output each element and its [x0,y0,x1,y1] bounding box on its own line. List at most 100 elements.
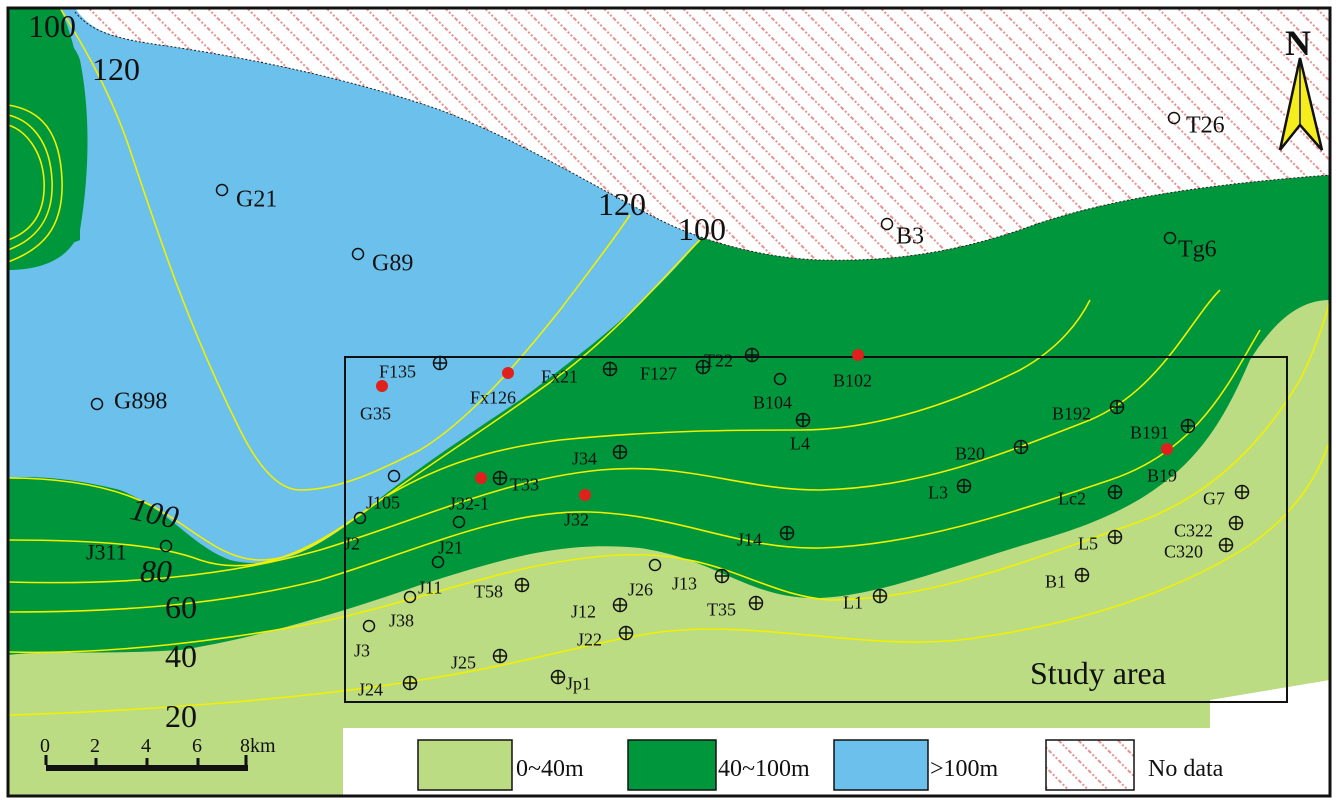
well-g7: G7 [1203,484,1250,508]
well-label: G35 [360,403,391,423]
well-label: J311 [86,540,127,565]
well-label: C322 [1174,520,1213,540]
well-j26: J26 [628,558,662,599]
well-c322: C322 [1174,515,1244,540]
well-marker-circle [880,217,894,231]
well-marker-cross [873,589,887,603]
well-g35: G35 [360,380,391,423]
well-lc2: Lc2 [1058,484,1123,508]
well-b3: B3 [880,217,924,249]
well-l4: L4 [790,412,811,453]
well-marker-cross [613,598,627,612]
well-f135: F135 [379,355,448,381]
well-j105: J105 [366,469,401,512]
well-l5: L5 [1078,529,1123,553]
well-label: G89 [372,250,413,276]
well-jp1: Jp1 [550,669,591,693]
contour-label-80: 80 [140,553,172,589]
well-label: J24 [358,679,383,699]
well-j24: J24 [358,675,418,699]
study-area-box [344,356,1288,703]
well-marker-cross [796,413,810,427]
well-j21: J21 [438,515,466,557]
legend-swatch-no-data [1045,739,1135,791]
contour-label-40: 40 [165,638,197,674]
scale-label-8km: 8km [240,735,276,757]
well-label: J105 [366,492,400,512]
well-marker-cross [603,362,617,376]
well-marker-cross [1181,419,1195,433]
well-j32: J32 [564,489,591,529]
well-tg6: Tg6 [1163,231,1217,262]
contour-100-west [7,477,361,561]
well-marker-cross [745,348,759,362]
well-marker-cross [403,676,417,690]
map-border [6,6,1332,798]
well-marker-cross [1110,400,1124,414]
well-label: B102 [833,370,872,390]
well-label: L5 [1078,533,1098,553]
well-label: Fx126 [470,387,516,407]
well-marker-circle [387,469,401,483]
contour-40 [7,299,1331,654]
north-label: N [1285,23,1311,63]
well-t35: T35 [707,595,764,619]
well-label: Lc2 [1058,488,1086,508]
legend: 0~40m 40~100m >100m No data [343,728,1330,796]
well-label: L4 [790,433,810,453]
well-label: G21 [236,186,277,212]
well-j14: J14 [737,525,795,549]
well-marker-circle [159,539,173,553]
north-arrow: N [1278,23,1324,151]
well-c320: C320 [1164,537,1234,561]
well-marker-circle [1163,231,1177,245]
well-b102: B102 [833,349,872,390]
legend-swatch-thick [833,739,929,791]
contour-label-120-nw: 120 [92,51,140,87]
well-label: T58 [474,581,503,601]
well-label: L3 [928,482,948,502]
well-j311: J311 [86,539,173,565]
well-marker-cross [515,578,529,592]
well-label: B1 [1045,571,1066,591]
medium-zone-west [8,30,88,270]
well-label: B3 [896,223,924,249]
well-b1: B1 [1045,567,1090,591]
well-label: B191 [1130,422,1169,442]
well-marker-cross [715,569,729,583]
well-label: B20 [955,443,985,463]
well-j38: J38 [389,590,417,630]
well-marker-cross [1014,440,1028,454]
contour-120-west-b [7,114,53,251]
contour-label-120: 120 [598,186,646,222]
well-j12: J12 [571,597,628,621]
contour-120 [59,7,421,491]
well-label: Jp1 [566,673,591,693]
legend-label-thick: >100m [930,756,999,782]
well-marker-producing [475,472,487,484]
well-l1: L1 [843,588,888,612]
contour-20 [7,439,1331,716]
legend-swatch-medium [627,739,717,791]
well-t26: T26 [1167,111,1225,138]
well-label: B19 [1147,465,1177,485]
well-label: F127 [640,363,677,383]
well-marker-cross [619,626,633,640]
legend-label-thin: 0~40m [516,756,584,782]
well-marker-circle [351,247,365,261]
well-label: T35 [707,599,736,619]
well-fx21: Fx21 [541,361,618,386]
well-label: J32 [564,509,589,529]
well-marker-circle [362,619,376,633]
well-marker-cross [1075,568,1089,582]
contour-100 [359,239,701,516]
well-marker-cross [493,649,507,663]
well-l3: L3 [928,478,972,502]
scale-label-0: 0 [40,735,50,757]
well-label: J12 [571,601,596,621]
no-data-boundary [74,11,1331,261]
well-marker-circle [431,555,445,569]
well-label: J32-1 [449,493,489,513]
contour-120-west-c [7,124,45,241]
well-marker-cross [1219,538,1233,552]
